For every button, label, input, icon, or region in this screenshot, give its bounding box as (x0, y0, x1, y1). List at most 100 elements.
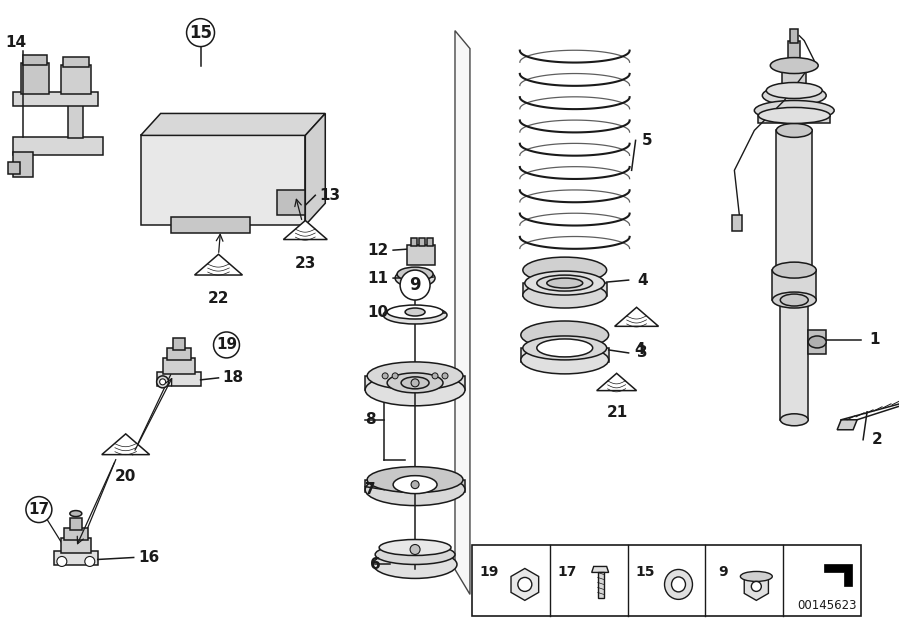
FancyBboxPatch shape (22, 55, 47, 65)
FancyBboxPatch shape (8, 162, 20, 174)
Circle shape (400, 270, 430, 300)
Circle shape (752, 581, 761, 591)
FancyBboxPatch shape (733, 215, 742, 232)
Ellipse shape (759, 107, 830, 123)
Ellipse shape (397, 267, 433, 281)
Text: 12: 12 (367, 243, 389, 258)
FancyBboxPatch shape (21, 62, 49, 95)
Text: 6: 6 (370, 557, 381, 572)
Ellipse shape (777, 263, 812, 277)
Ellipse shape (536, 275, 593, 291)
Text: 4: 4 (637, 273, 648, 287)
Ellipse shape (374, 551, 457, 578)
Ellipse shape (536, 339, 593, 357)
FancyBboxPatch shape (598, 572, 604, 598)
Circle shape (26, 497, 52, 523)
Polygon shape (455, 31, 470, 595)
Text: 9: 9 (718, 565, 727, 579)
Polygon shape (102, 434, 149, 455)
Text: 23: 23 (294, 256, 316, 271)
Circle shape (411, 481, 419, 488)
Ellipse shape (523, 336, 607, 360)
FancyBboxPatch shape (68, 104, 83, 139)
Polygon shape (194, 254, 242, 275)
Ellipse shape (547, 278, 582, 288)
FancyBboxPatch shape (163, 358, 194, 374)
Text: 18: 18 (222, 370, 243, 385)
Circle shape (85, 556, 94, 567)
Text: 00145623: 00145623 (797, 599, 857, 612)
FancyBboxPatch shape (777, 130, 812, 270)
Text: 15: 15 (189, 24, 212, 41)
Ellipse shape (521, 321, 608, 349)
Text: 17: 17 (28, 502, 50, 517)
Ellipse shape (367, 467, 463, 493)
Ellipse shape (808, 336, 826, 348)
FancyBboxPatch shape (808, 330, 826, 354)
Text: 11: 11 (368, 270, 389, 286)
Circle shape (159, 379, 166, 385)
Text: 17: 17 (557, 565, 577, 579)
FancyBboxPatch shape (782, 66, 806, 93)
FancyBboxPatch shape (419, 238, 425, 246)
Polygon shape (824, 565, 852, 586)
FancyBboxPatch shape (157, 372, 201, 386)
Ellipse shape (671, 577, 686, 592)
Ellipse shape (367, 362, 463, 390)
Ellipse shape (70, 511, 82, 516)
Circle shape (432, 373, 438, 379)
FancyBboxPatch shape (70, 518, 82, 530)
Text: 22: 22 (208, 291, 230, 305)
FancyBboxPatch shape (166, 348, 191, 360)
Circle shape (518, 577, 532, 591)
Text: 15: 15 (635, 565, 654, 579)
Ellipse shape (525, 271, 605, 295)
Text: 2: 2 (872, 432, 882, 447)
Text: 1: 1 (868, 333, 879, 347)
Text: 20: 20 (115, 469, 137, 484)
FancyBboxPatch shape (428, 238, 433, 246)
FancyBboxPatch shape (407, 245, 435, 265)
Ellipse shape (401, 377, 429, 389)
Polygon shape (615, 307, 659, 326)
Polygon shape (591, 567, 608, 572)
FancyBboxPatch shape (140, 135, 305, 225)
Text: 4: 4 (634, 342, 645, 357)
Ellipse shape (387, 305, 443, 319)
Circle shape (411, 379, 419, 387)
Ellipse shape (375, 544, 455, 565)
Text: 21: 21 (607, 405, 628, 420)
Text: 8: 8 (364, 412, 375, 427)
Circle shape (392, 373, 398, 379)
Ellipse shape (523, 282, 607, 308)
Circle shape (57, 556, 67, 567)
FancyBboxPatch shape (63, 57, 89, 67)
Ellipse shape (387, 373, 443, 393)
Ellipse shape (521, 346, 608, 374)
FancyBboxPatch shape (171, 218, 250, 233)
Circle shape (213, 332, 239, 358)
Circle shape (442, 373, 448, 379)
FancyBboxPatch shape (64, 527, 88, 539)
Ellipse shape (383, 306, 447, 324)
Text: 16: 16 (138, 550, 159, 565)
Ellipse shape (407, 272, 423, 280)
Ellipse shape (772, 292, 816, 308)
FancyBboxPatch shape (788, 41, 800, 67)
Polygon shape (140, 113, 325, 135)
Circle shape (186, 18, 214, 46)
Text: 3: 3 (637, 345, 648, 361)
Circle shape (157, 376, 168, 388)
FancyBboxPatch shape (13, 137, 103, 155)
FancyBboxPatch shape (173, 338, 184, 350)
Ellipse shape (754, 100, 834, 120)
FancyBboxPatch shape (411, 238, 417, 246)
FancyBboxPatch shape (780, 300, 808, 420)
Polygon shape (744, 572, 769, 600)
Ellipse shape (405, 308, 425, 316)
Ellipse shape (741, 571, 772, 581)
Ellipse shape (365, 474, 465, 506)
FancyBboxPatch shape (759, 116, 830, 123)
Text: 19: 19 (480, 565, 499, 579)
Ellipse shape (523, 257, 607, 283)
